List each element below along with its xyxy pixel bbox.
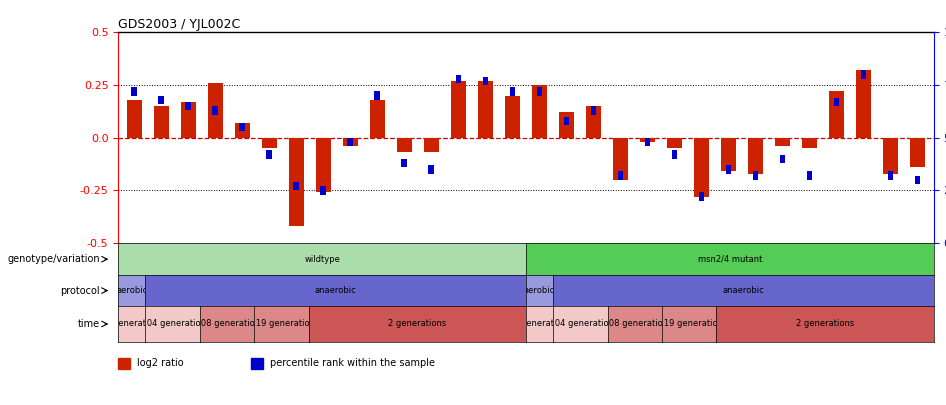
Bar <box>829 92 844 138</box>
Bar <box>262 138 277 148</box>
Bar <box>185 102 191 110</box>
Text: GDS2003 / YJL002C: GDS2003 / YJL002C <box>118 18 240 31</box>
Bar <box>397 138 412 152</box>
Bar <box>289 138 304 226</box>
Bar <box>698 192 705 201</box>
Bar <box>694 138 709 197</box>
Text: 0.08 generation: 0.08 generation <box>193 320 260 328</box>
Text: 0.04 generation: 0.04 generation <box>139 320 206 328</box>
Bar <box>861 70 867 79</box>
Text: 0 generation: 0 generation <box>105 320 159 328</box>
Bar <box>752 171 759 180</box>
Bar <box>181 102 196 138</box>
Bar <box>370 100 385 138</box>
Bar <box>618 171 623 180</box>
Bar <box>613 138 628 180</box>
Bar <box>424 138 439 152</box>
Bar <box>131 87 137 96</box>
Bar <box>536 87 542 96</box>
Text: aerobic: aerobic <box>524 286 555 295</box>
Bar <box>856 70 871 138</box>
Bar <box>721 138 736 171</box>
Bar <box>127 100 142 138</box>
Bar <box>482 77 488 85</box>
Text: 0.19 generation: 0.19 generation <box>248 320 315 328</box>
Bar <box>478 81 493 138</box>
Bar <box>401 159 408 167</box>
Bar <box>883 138 898 173</box>
Text: anaerobic: anaerobic <box>315 286 357 295</box>
Text: wildtype: wildtype <box>305 255 340 264</box>
Bar <box>235 123 250 138</box>
Bar <box>559 113 574 138</box>
Bar <box>833 98 839 106</box>
Bar <box>267 150 272 159</box>
Bar <box>775 138 790 146</box>
Bar <box>887 171 893 180</box>
Text: 0 generation: 0 generation <box>513 320 567 328</box>
Bar <box>429 165 434 173</box>
Text: anaerobic: anaerobic <box>723 286 764 295</box>
Text: genotype/variation: genotype/variation <box>8 254 100 264</box>
Text: 0.04 generation: 0.04 generation <box>547 320 614 328</box>
Text: msn2/4 mutant: msn2/4 mutant <box>697 255 762 264</box>
Bar <box>780 155 785 163</box>
Text: 0.08 generation: 0.08 generation <box>601 320 668 328</box>
Bar <box>672 150 677 159</box>
Bar <box>915 176 920 184</box>
Bar <box>239 123 245 131</box>
Bar <box>347 138 354 146</box>
Bar <box>118 358 130 369</box>
Bar <box>510 87 516 96</box>
Bar <box>748 138 762 173</box>
Text: percentile rank within the sample: percentile rank within the sample <box>270 358 434 368</box>
Bar <box>532 85 547 138</box>
Bar <box>644 138 651 146</box>
Bar <box>154 106 169 138</box>
Bar <box>316 138 331 192</box>
Bar <box>802 138 817 148</box>
Bar <box>807 171 813 180</box>
Bar <box>590 106 596 115</box>
Bar <box>451 81 465 138</box>
Bar <box>640 138 655 142</box>
Bar <box>159 96 165 104</box>
Bar <box>564 117 569 125</box>
Text: protocol: protocol <box>61 286 100 296</box>
Text: time: time <box>78 319 100 329</box>
Bar <box>343 138 358 146</box>
Bar <box>208 83 223 138</box>
Bar <box>213 106 219 115</box>
Bar <box>667 138 682 148</box>
Bar <box>375 92 380 100</box>
Bar <box>910 138 925 167</box>
Bar <box>251 358 263 369</box>
Bar <box>587 106 601 138</box>
Text: 2 generations: 2 generations <box>388 320 447 328</box>
Bar <box>505 96 520 138</box>
Text: 0.19 generation: 0.19 generation <box>656 320 723 328</box>
Bar <box>456 75 462 83</box>
Bar <box>293 182 300 190</box>
Bar <box>321 186 326 194</box>
Bar <box>726 165 731 173</box>
Text: aerobic: aerobic <box>116 286 148 295</box>
Text: log2 ratio: log2 ratio <box>137 358 184 368</box>
Text: 2 generations: 2 generations <box>796 320 854 328</box>
